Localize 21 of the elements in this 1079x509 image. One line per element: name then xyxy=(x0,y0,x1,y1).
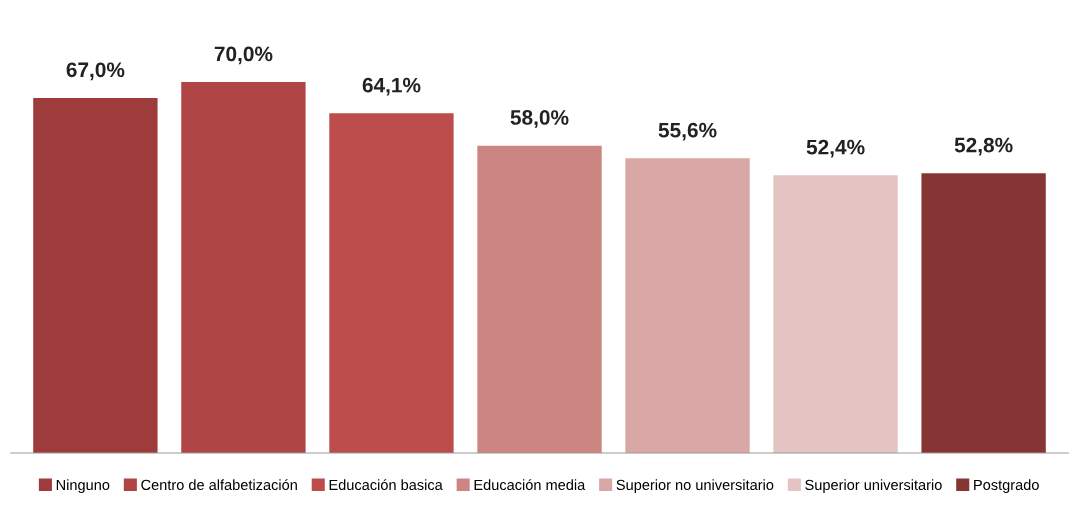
data-label: 67,0% xyxy=(66,62,125,81)
legend-label: Educación media xyxy=(474,479,586,491)
data-label: 52,8% xyxy=(954,137,1013,156)
legend-label: Educación basica xyxy=(329,479,443,491)
bar xyxy=(625,158,750,454)
data-label: 70,0% xyxy=(214,46,273,65)
legend-label: Superior no universitario xyxy=(616,479,774,493)
data-label: 52,4% xyxy=(806,139,865,158)
data-label: 55,6% xyxy=(658,122,717,141)
bar xyxy=(921,173,1046,454)
bar xyxy=(181,82,306,454)
bar xyxy=(329,113,454,454)
data-label: 64,1% xyxy=(362,77,421,96)
bar xyxy=(773,175,898,454)
legend-label: Centro de alfabetización xyxy=(141,479,297,491)
legend-label: Postgrado xyxy=(974,479,1039,493)
bar xyxy=(477,145,602,454)
legend-label: Superior universitario xyxy=(805,479,942,493)
bar xyxy=(33,97,158,454)
legend-label: Ninguno xyxy=(56,479,110,493)
data-label: 58,0% xyxy=(510,110,569,128)
